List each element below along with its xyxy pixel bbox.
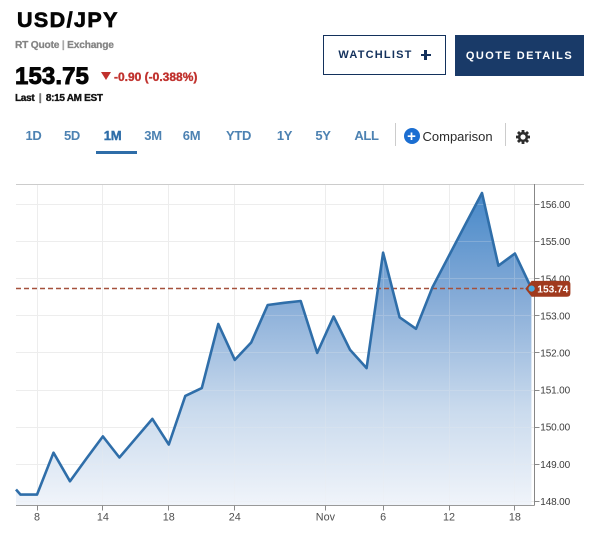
svg-text:24: 24 xyxy=(229,512,241,524)
svg-text:18: 18 xyxy=(509,512,521,524)
svg-text:18: 18 xyxy=(163,512,175,524)
svg-text:151.00: 151.00 xyxy=(540,386,570,397)
svg-text:8: 8 xyxy=(34,512,40,524)
svg-text:153.00: 153.00 xyxy=(540,311,570,322)
svg-text:155.00: 155.00 xyxy=(540,237,570,248)
svg-text:14: 14 xyxy=(97,512,109,524)
svg-text:150.00: 150.00 xyxy=(540,423,570,434)
svg-text:12: 12 xyxy=(443,512,455,524)
svg-text:148.00: 148.00 xyxy=(540,497,570,508)
svg-text:153.74: 153.74 xyxy=(537,284,568,295)
svg-text:156.00: 156.00 xyxy=(540,200,570,211)
svg-text:154.00: 154.00 xyxy=(540,274,570,285)
svg-text:149.00: 149.00 xyxy=(540,460,570,471)
svg-text:6: 6 xyxy=(380,512,386,524)
svg-text:Nov: Nov xyxy=(316,512,336,524)
svg-text:152.00: 152.00 xyxy=(540,349,570,360)
